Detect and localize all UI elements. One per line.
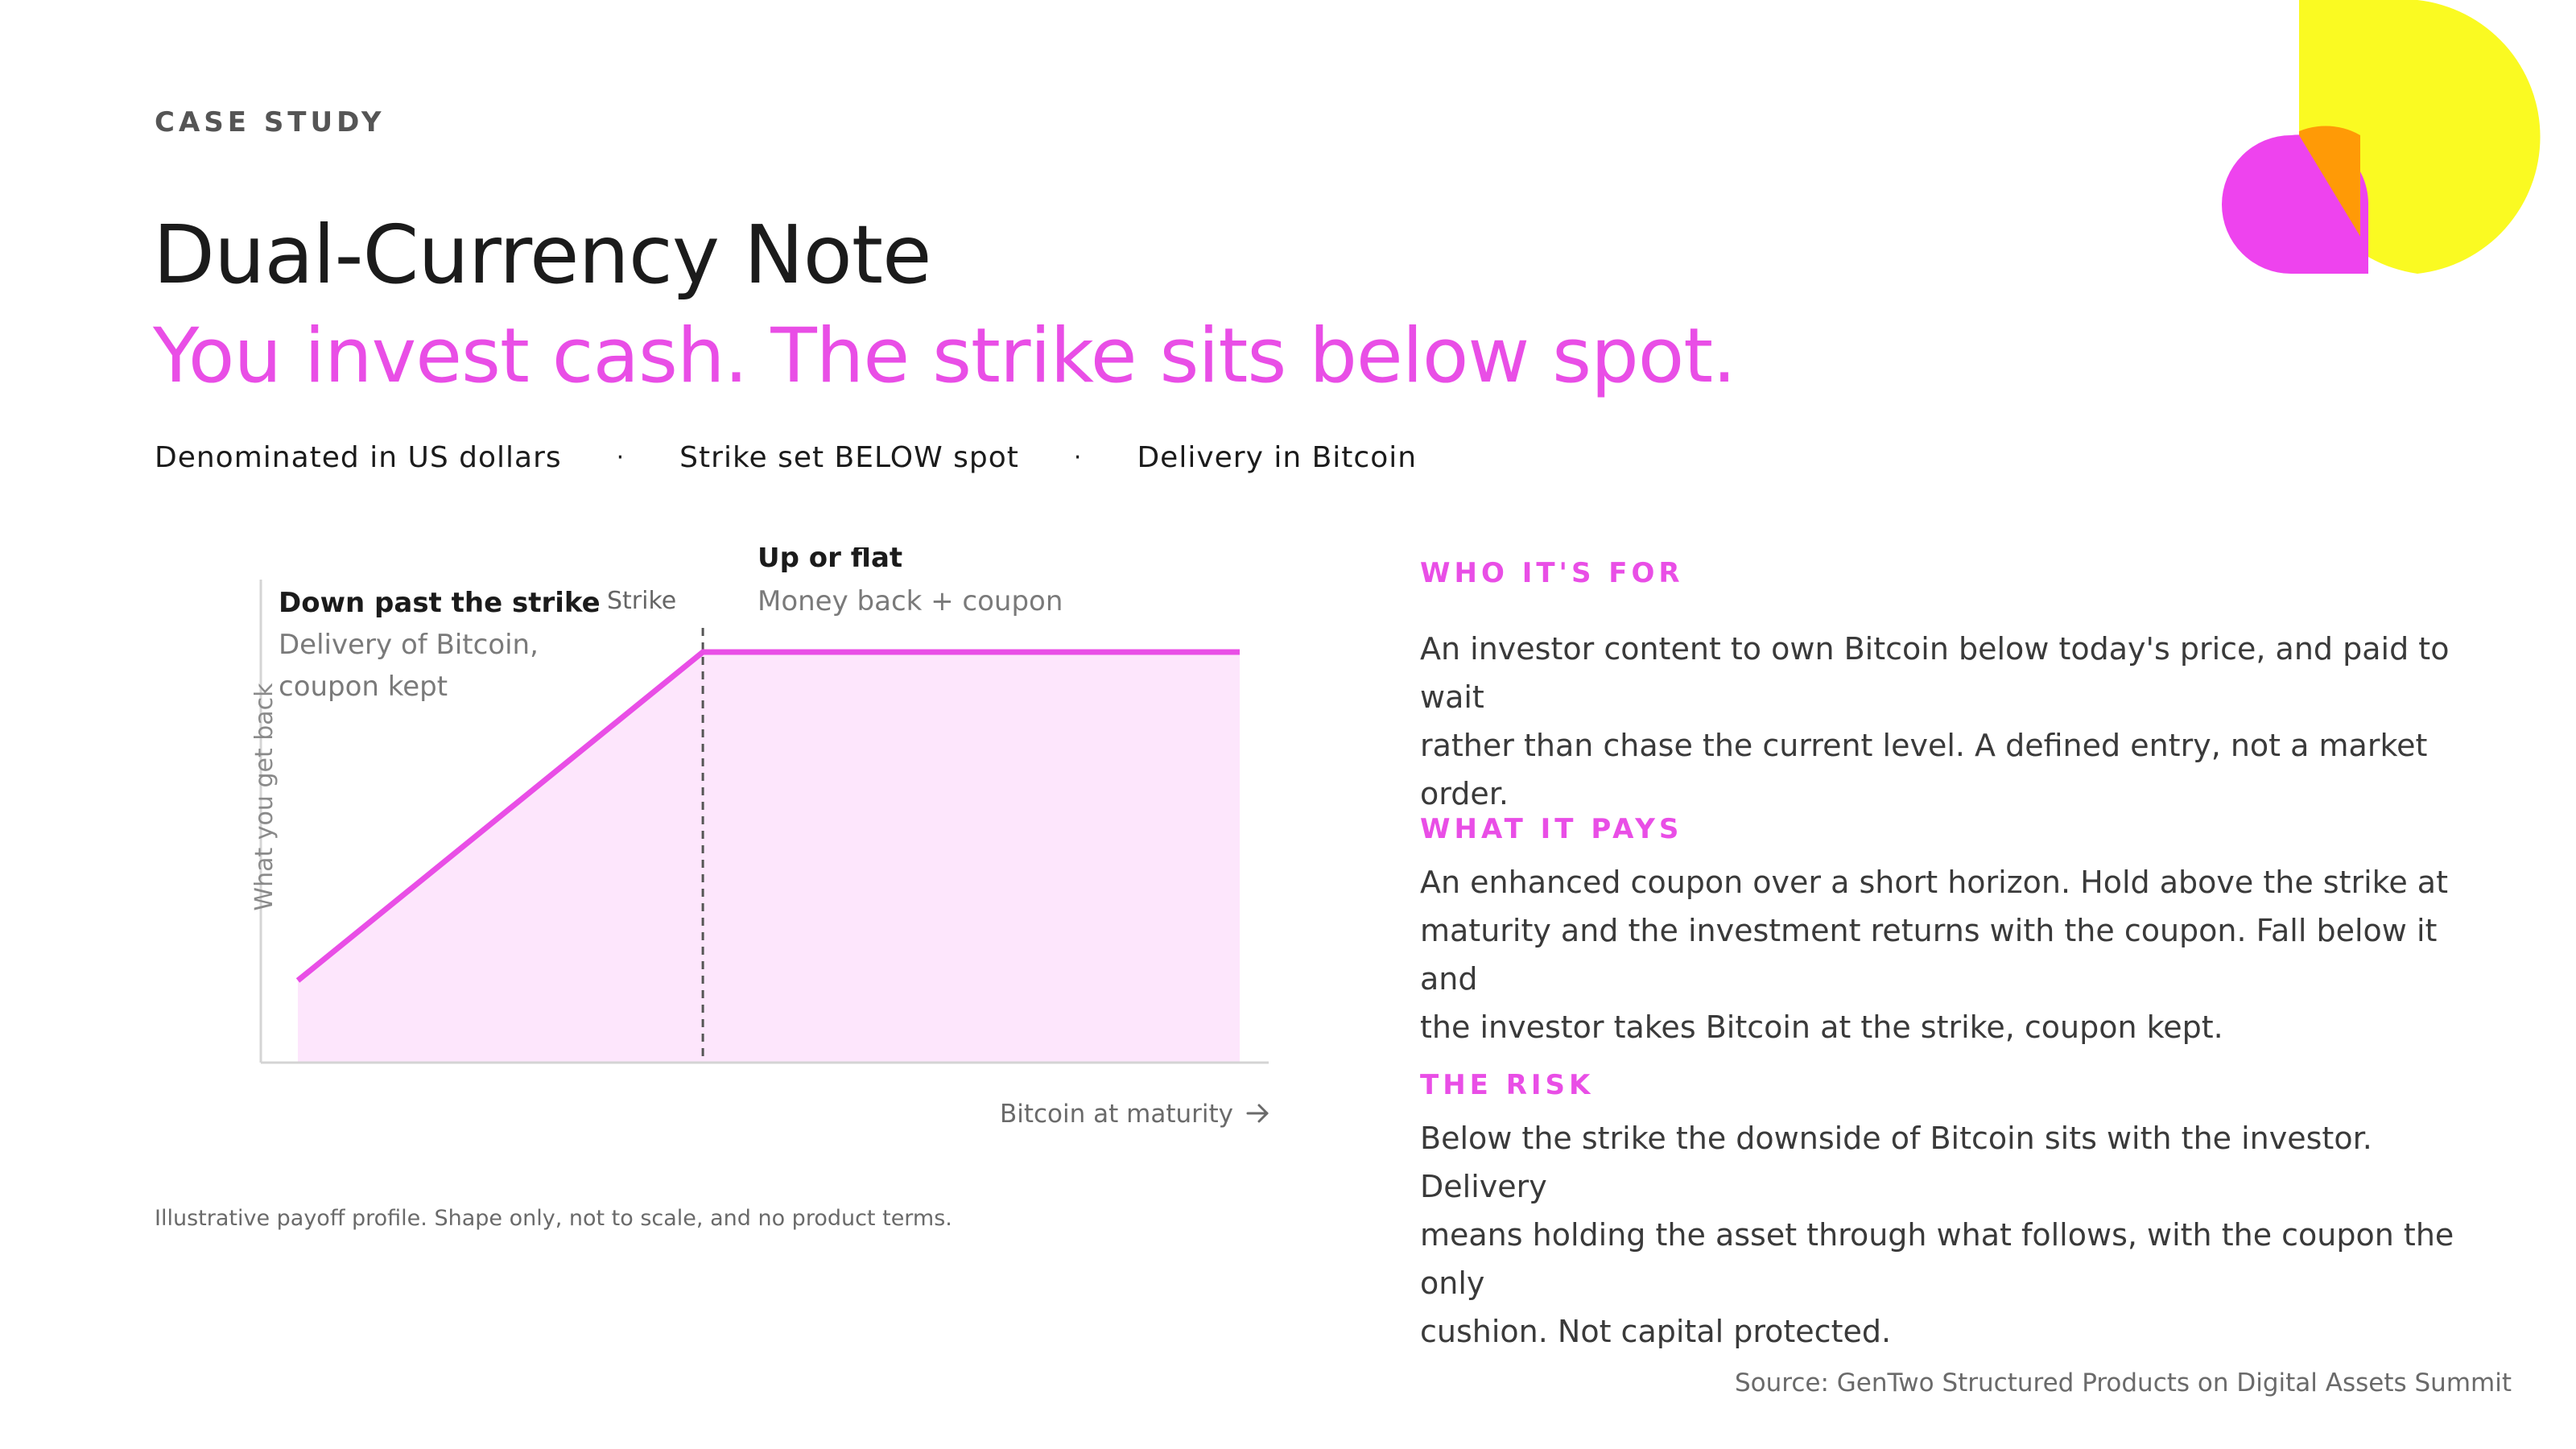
tag-separator: ·	[616, 444, 625, 472]
payoff-area	[298, 652, 1240, 1063]
body-line: An enhanced coupon over a short horizon.…	[1420, 865, 2448, 900]
body-line: An investor content to own Bitcoin below…	[1420, 631, 2450, 715]
payoff-chart: Strike Down past the strike Delivery of …	[250, 547, 1269, 1129]
logo-overlap-shape	[2299, 126, 2360, 274]
y-axis-label: What you get back	[250, 683, 279, 911]
body-line: rather than chase the current level. A d…	[1420, 728, 2428, 811]
body-line: cushion. Not capital protected.	[1420, 1314, 1892, 1349]
tag-strike: Strike set BELOW spot	[679, 441, 1019, 474]
tag-denomination: Denominated in US dollars	[155, 441, 562, 474]
body-line: Below the strike the downside of Bitcoin…	[1420, 1121, 2372, 1204]
body-line: maturity and the investment returns with…	[1420, 913, 2438, 997]
section-body: An investor content to own Bitcoin below…	[1420, 625, 2458, 818]
tag-separator: ·	[1073, 444, 1083, 472]
feature-tags: Denominated in US dollars · Strike set B…	[155, 441, 1417, 474]
section-risk: THE RISK Below the strike the downside o…	[1420, 1069, 2458, 1356]
brand-logo	[2222, 0, 2541, 274]
right-annotation-body: Money back + coupon	[758, 585, 1063, 617]
body-line: the investor takes Bitcoin at the strike…	[1420, 1009, 2223, 1045]
page-title: Dual-Currency Note	[153, 208, 932, 302]
chart-footnote: Illustrative payoff profile. Shape only,…	[155, 1206, 952, 1231]
section-body: An enhanced coupon over a short horizon.…	[1420, 858, 2458, 1051]
source-credit: Source: GenTwo Structured Products on Di…	[1734, 1368, 2512, 1397]
section-body: Below the strike the downside of Bitcoin…	[1420, 1114, 2458, 1356]
eyebrow-label: CASE STUDY	[155, 106, 386, 138]
section-who: WHO IT'S FOR An investor content to own …	[1420, 557, 2458, 818]
payoff-line	[295, 649, 1240, 983]
left-annotation-line-1: Delivery of Bitcoin,	[279, 629, 539, 661]
section-heading: WHO IT'S FOR	[1420, 557, 1684, 589]
left-annotation-title: Down past the strike	[279, 587, 601, 619]
right-annotation-title: Up or flat	[758, 547, 902, 574]
section-heading: WHAT IT PAYS	[1420, 813, 1683, 845]
section-pays: WHAT IT PAYS An enhanced coupon over a s…	[1420, 813, 2458, 1051]
arrow-right-icon	[1246, 1104, 1269, 1123]
tag-delivery: Delivery in Bitcoin	[1137, 441, 1418, 474]
section-heading: THE RISK	[1420, 1069, 1595, 1101]
page-subtitle: You invest cash. The strike sits below s…	[153, 312, 1736, 400]
body-line: means holding the asset through what fol…	[1420, 1217, 2454, 1301]
strike-label: Strike	[607, 587, 676, 615]
x-axis-label: Bitcoin at maturity	[1000, 1100, 1233, 1129]
left-annotation-line-2: coupon kept	[279, 671, 448, 703]
